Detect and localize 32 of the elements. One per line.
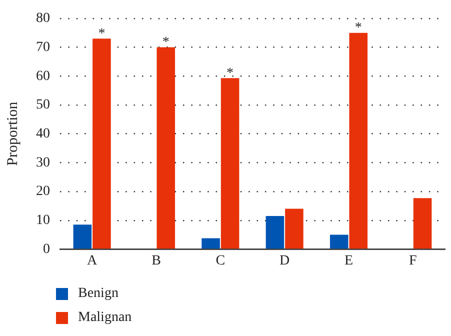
y-tick-label: 50 — [36, 98, 50, 113]
bar — [202, 238, 220, 249]
y-tick-label: 30 — [36, 155, 50, 170]
x-tick-label: C — [216, 253, 226, 268]
x-tick-label: E — [344, 253, 354, 268]
x-tick-label: A — [87, 253, 98, 268]
bar — [266, 216, 284, 249]
bar — [413, 198, 432, 249]
bar — [73, 224, 92, 249]
x-tick-label: B — [152, 253, 161, 268]
legend-label: Malignan — [78, 310, 132, 326]
x-tick-label: F — [409, 253, 418, 268]
y-tick-label: 80 — [36, 11, 50, 26]
y-tick-label: 70 — [36, 40, 50, 55]
bar — [156, 47, 176, 249]
y-tick-label: 0 — [43, 242, 50, 257]
bar — [220, 78, 240, 249]
bar — [349, 32, 368, 249]
annotation: * — [354, 20, 362, 36]
y-tick-label: 20 — [36, 184, 50, 200]
bar — [330, 234, 348, 249]
y-tick-label: 60 — [36, 68, 50, 84]
y-axis-title: Proportion — [4, 101, 21, 166]
bar — [92, 38, 111, 249]
y-tick-label: 10 — [36, 213, 50, 228]
bar — [285, 208, 304, 249]
annotation: * — [226, 66, 234, 81]
y-tick-label: 40 — [36, 126, 50, 142]
annotation: * — [162, 34, 170, 50]
legend-label: Benign — [78, 286, 118, 302]
x-tick-label: D — [280, 253, 290, 268]
annotation: * — [98, 26, 106, 42]
